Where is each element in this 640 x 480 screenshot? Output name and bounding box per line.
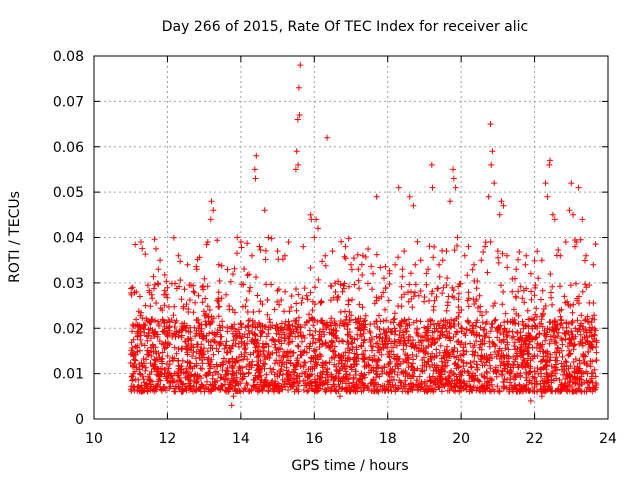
x-axis-label: GPS time / hours: [291, 458, 408, 474]
axis-ticks: 10 12 14 16 18 20 22 24 0 0.01 0.02 0.03 0.04 0.05 0.0…: [53, 49, 617, 447]
x-tick-label: 10: [85, 431, 103, 447]
chart-title: Day 266 of 2015, Rate Of TEC Index for r…: [162, 19, 528, 35]
x-tick-label: 22: [526, 431, 544, 447]
y-tick-label: 0.08: [53, 49, 84, 65]
x-tick-label: 20: [452, 431, 470, 447]
y-tick-label: 0.03: [53, 276, 84, 292]
y-tick-label: 0.02: [53, 321, 84, 337]
x-tick-label: 18: [379, 431, 397, 447]
x-tick-label: 14: [232, 431, 250, 447]
y-tick-label: 0: [75, 412, 84, 428]
roti-point-markers: [127, 62, 600, 409]
y-tick-label: 0.04: [53, 231, 84, 247]
x-tick-label: 12: [159, 431, 177, 447]
y-tick-label: 0.06: [53, 140, 84, 156]
y-tick-label: 0.07: [53, 94, 84, 110]
x-tick-label: 16: [305, 431, 323, 447]
plot-frame: [93, 55, 609, 420]
y-tick-label: 0.01: [53, 367, 84, 383]
data-points: [127, 62, 600, 409]
y-axis-label: ROTI / TECUs: [7, 191, 23, 283]
x-tick-label: 24: [599, 431, 617, 447]
y-tick-label: 0.05: [53, 185, 84, 201]
grid-lines: [94, 56, 608, 419]
